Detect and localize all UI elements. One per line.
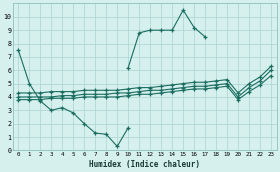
- X-axis label: Humidex (Indice chaleur): Humidex (Indice chaleur): [89, 159, 200, 169]
